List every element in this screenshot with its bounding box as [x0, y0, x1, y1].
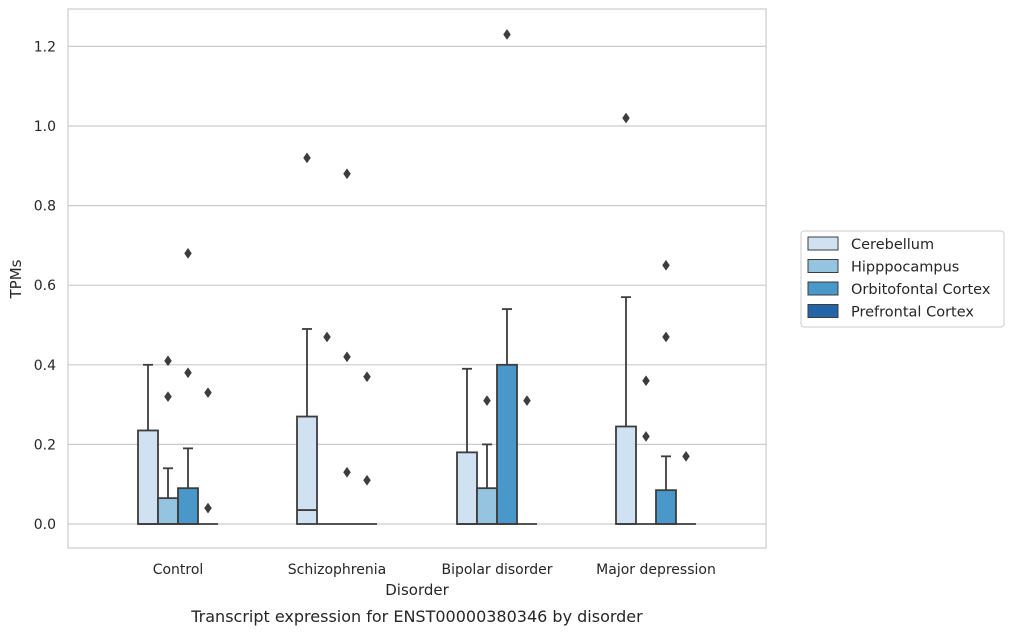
- outlier-point: [343, 351, 351, 363]
- outlier-point: [323, 331, 331, 343]
- outlier-point: [184, 367, 192, 379]
- outlier-point: [642, 431, 650, 442]
- box-body: [137, 429, 159, 525]
- box-group: [676, 450, 696, 525]
- outlier-point: [204, 387, 212, 399]
- y-tick-label: 0.2: [34, 437, 56, 453]
- outlier-point: [622, 112, 630, 124]
- y-tick-label: 0.6: [34, 278, 56, 294]
- outlier-point: [204, 502, 212, 514]
- outlier-point: [184, 247, 192, 259]
- outlier-point: [303, 152, 311, 164]
- box-group: [636, 375, 656, 525]
- outlier-point: [682, 450, 690, 462]
- box-group: [317, 331, 337, 525]
- y-tick-labels: 0.0 0.2 0.4 0.6 0.8 1.0 1.2: [34, 39, 56, 533]
- outlier-point: [642, 375, 650, 387]
- legend-label: Hipppocampus: [851, 260, 959, 276]
- box-body: [296, 415, 318, 525]
- box-body: [177, 487, 199, 525]
- outlier-point: [343, 466, 351, 478]
- gridlines: [68, 45, 766, 525]
- plot-area-frame: [67, 8, 767, 549]
- x-tick-label: Bipolar disorder: [441, 562, 552, 578]
- chart-caption: Transcript expression for ENST0000038034…: [190, 607, 643, 626]
- box-group: [296, 152, 318, 525]
- box-body: [476, 487, 498, 525]
- legend-swatch: [807, 259, 839, 273]
- outlier-point: [343, 168, 351, 180]
- y-axis-title: TPMs: [7, 259, 25, 299]
- outlier-point: [363, 474, 371, 486]
- box-body: [496, 363, 518, 525]
- y-tick-label: 0.8: [34, 199, 56, 215]
- outlier-point: [523, 395, 531, 407]
- y-tick-label: 1.0: [34, 119, 56, 135]
- legend-swatch: [807, 236, 839, 251]
- box-body: [456, 451, 478, 525]
- box-group: [476, 395, 498, 525]
- box-marks: [137, 29, 696, 525]
- box-group: [137, 363, 159, 525]
- outlier-point: [363, 371, 371, 383]
- legend-swatch: [807, 281, 839, 296]
- outlier-point: [164, 391, 172, 403]
- outlier-point: [503, 29, 511, 40]
- outlier-point: [662, 259, 670, 271]
- box-group: [496, 29, 518, 525]
- box-group: [337, 168, 357, 525]
- y-tick-label: 0.4: [34, 358, 56, 374]
- box-group: [655, 259, 677, 525]
- box-group: [456, 367, 478, 525]
- box-group: [357, 371, 377, 525]
- legend-label: Prefrontal Cortex: [851, 305, 974, 321]
- box-body: [615, 425, 637, 525]
- x-tick-label: Schizophrenia: [288, 562, 386, 578]
- box-group: [157, 355, 179, 525]
- legend-label: Orbitofontal Cortex: [851, 282, 991, 298]
- box-body: [157, 497, 179, 525]
- outlier-point: [164, 355, 172, 367]
- box-group: [517, 395, 537, 525]
- legend: Cerebellum Hipppocampus Orbitofontal Corte…: [800, 230, 1005, 328]
- outlier-point: [483, 395, 491, 407]
- x-tick-label: Control: [153, 562, 204, 578]
- y-tick-label: 1.2: [34, 39, 56, 55]
- x-tick-label: Major depression: [596, 562, 716, 578]
- x-axis-title: Disorder: [385, 581, 449, 599]
- box-group: [177, 247, 199, 525]
- legend-swatch: [807, 304, 839, 318]
- box-group: [198, 387, 218, 525]
- box-group: [615, 112, 637, 525]
- legend-label: Cerebellum: [851, 237, 934, 253]
- legend-frame: [800, 230, 1005, 328]
- box-body: [655, 489, 677, 525]
- outlier-point: [662, 331, 670, 343]
- x-tick-labels: Control Schizophrenia Bipolar disorder Majo…: [153, 562, 716, 578]
- y-tick-label: 0.0: [34, 517, 56, 533]
